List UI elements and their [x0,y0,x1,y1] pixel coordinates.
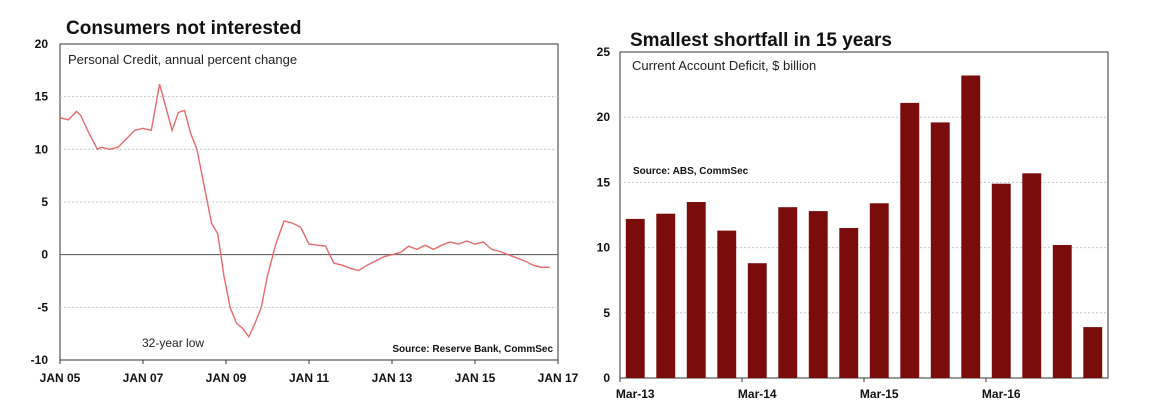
right-bar [808,211,828,378]
left-x-tick-label: JAN 15 [455,371,496,385]
right-y-tick-label: 20 [597,110,611,124]
right-bar [656,213,676,378]
right-chart-title: Smallest shortfall in 15 years [630,30,892,51]
right-chart: Smallest shortfall in 15 years 25 20 15 10 5… [597,30,1109,401]
right-bar [900,102,920,379]
right-x-axis: Mar-13 Mar-14 Mar-15 Mar-16 [616,378,1021,401]
left-annotation: 32-year low [142,336,204,350]
left-series-line [59,83,550,339]
right-bar [778,207,798,378]
right-x-tick-label: Mar-14 [738,387,777,401]
right-y-tick-label: 25 [597,45,611,59]
right-bar [747,263,767,378]
right-y-tick-label: 10 [597,241,611,255]
left-y-tick-label: -10 [31,353,49,367]
left-source: Source: Reserve Bank, CommSec [392,344,553,355]
left-y-tick-label: 10 [35,142,49,156]
right-bars [625,75,1103,379]
left-y-tick-label: 5 [41,195,48,209]
left-x-tick-label: JAN 05 [40,371,81,385]
right-bar [869,203,889,378]
right-bar [930,122,950,379]
right-x-tick-label: Mar-13 [616,387,655,401]
left-x-tick-label: JAN 07 [123,371,164,385]
right-bar [686,202,706,378]
left-y-axis: 20 15 10 5 0 -5 -10 [31,37,49,367]
right-y-tick-label: 5 [603,306,610,320]
left-y-tick-label: 20 [35,37,49,51]
left-y-tick-label: 15 [35,90,49,104]
right-bar [1052,245,1072,378]
right-bar [717,230,737,378]
right-bar [625,218,645,378]
right-bar [1022,173,1042,378]
left-chart-title: Consumers not interested [66,18,301,39]
left-x-axis: JAN 05 JAN 07 JAN 09 JAN 11 JAN 13 JAN 15 JAN … [40,360,579,385]
left-x-tick-label: JAN 17 [538,371,579,385]
right-bar [961,75,981,378]
left-y-tick-label: 0 [41,248,48,262]
left-x-tick-label: JAN 11 [289,371,329,385]
right-y-axis: 25 20 15 10 5 0 [597,45,611,385]
left-chart-subtitle: Personal Credit, annual percent change [68,52,297,67]
left-x-tick-label: JAN 09 [206,371,247,385]
left-chart: Consumers not interested 20 15 10 5 0 -5 -10 J… [31,18,579,385]
right-bar [991,183,1011,378]
right-x-tick-label: Mar-16 [982,387,1021,401]
right-y-tick-label: 15 [597,175,611,189]
right-chart-subtitle: Current Account Deficit, $ billion [632,58,816,73]
right-bar [839,228,859,378]
left-x-tick-label: JAN 13 [372,371,413,385]
left-y-tick-label: -5 [37,300,48,314]
right-y-tick-label: 0 [603,371,610,385]
right-bar [1083,327,1103,378]
right-x-tick-label: Mar-15 [860,387,899,401]
right-source: Source: ABS, CommSec [633,166,749,177]
